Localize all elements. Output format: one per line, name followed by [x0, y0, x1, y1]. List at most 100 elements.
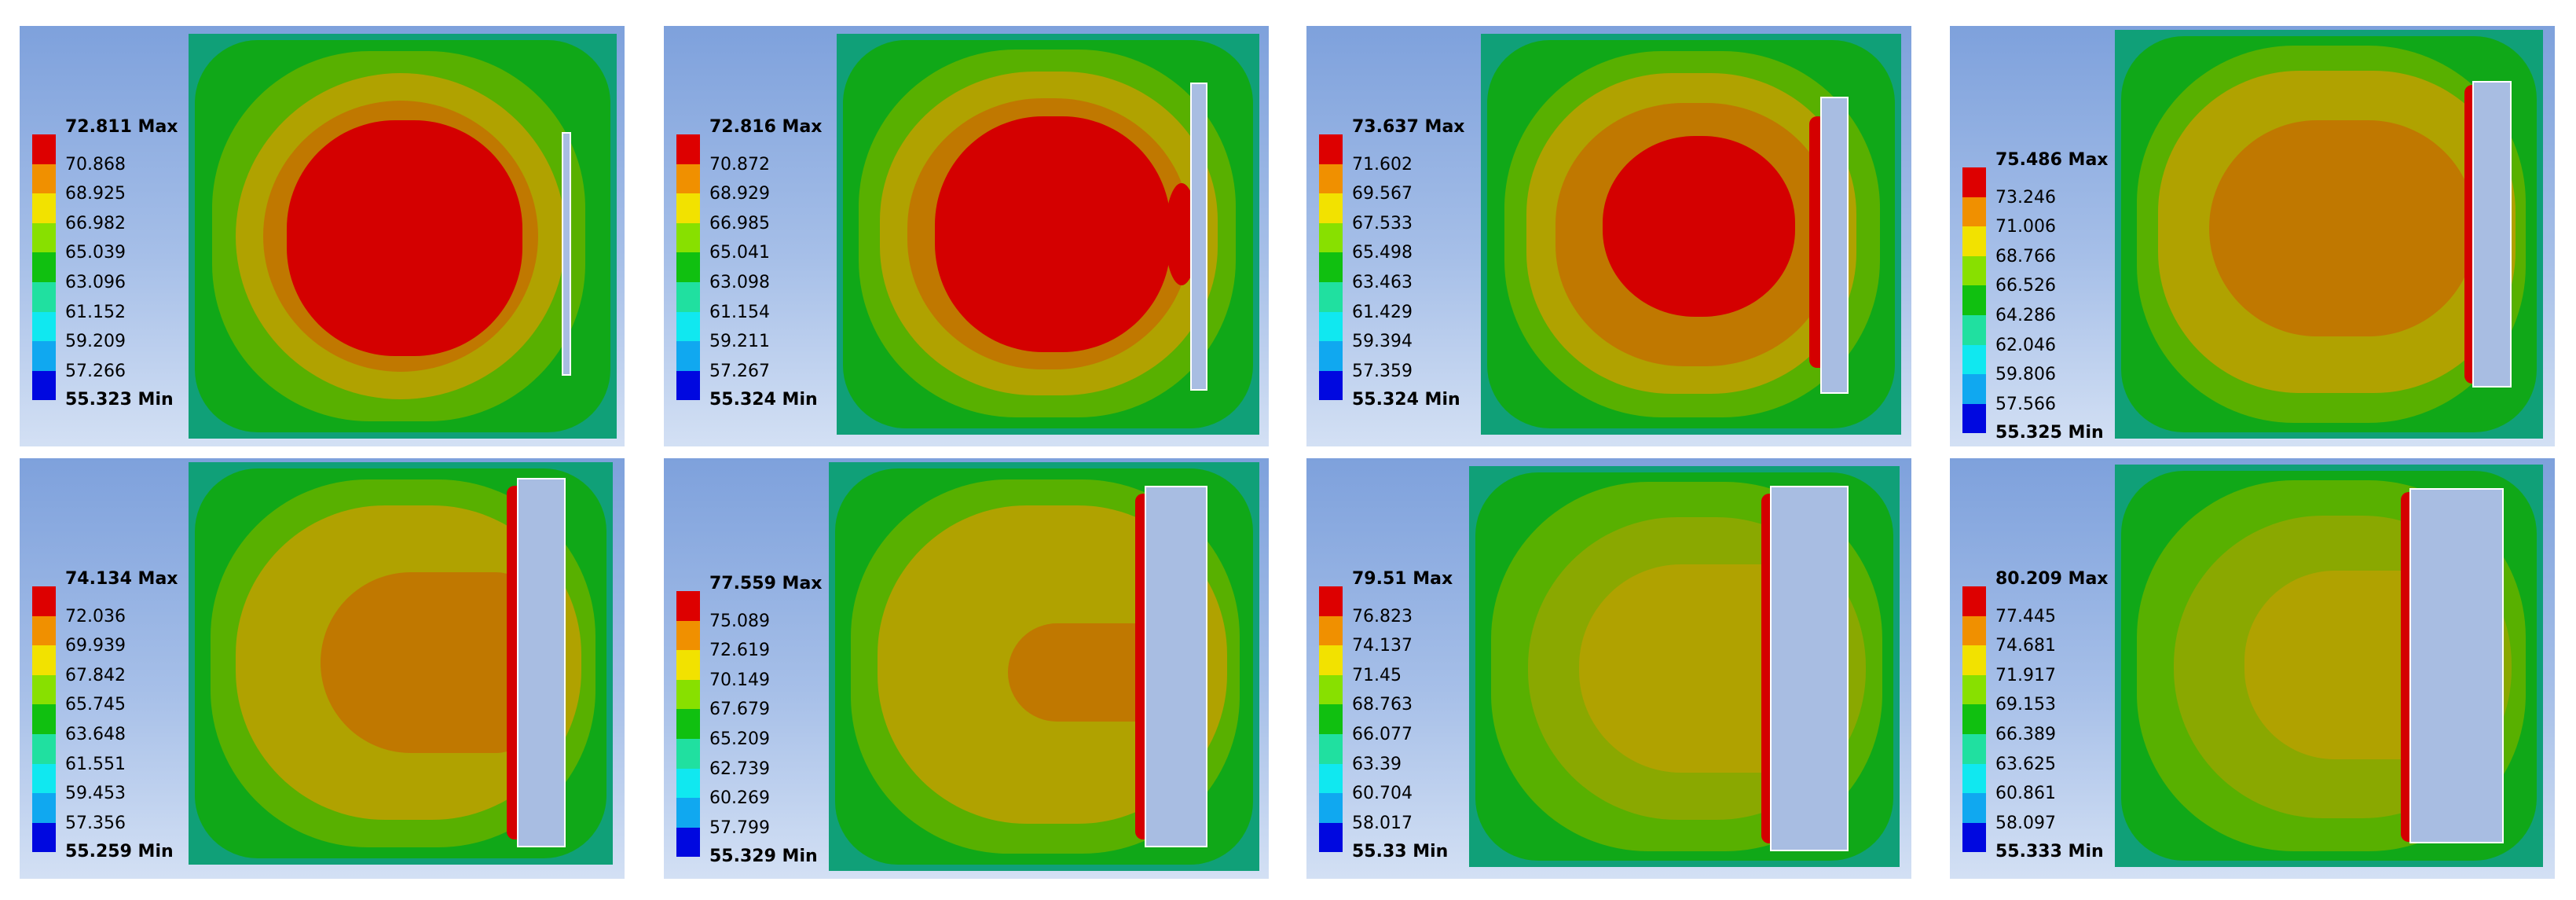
legend-value: 68.766	[1995, 246, 2056, 266]
legend-swatch-3	[1319, 645, 1343, 675]
legend-value: 60.704	[1352, 784, 1413, 804]
legend-swatch-1	[676, 134, 700, 164]
legend-swatch-4	[32, 674, 56, 705]
legend-value: 65.498	[1352, 243, 1413, 263]
contour-band	[287, 120, 522, 356]
legend-swatch-3	[676, 650, 700, 680]
contour-plot	[2115, 465, 2543, 867]
legend-swatch-6	[1319, 282, 1343, 312]
legend-value: 65.039	[65, 243, 126, 263]
legend-swatch-6	[1962, 734, 1986, 764]
plate	[1770, 486, 1849, 851]
legend-swatch-3	[1319, 193, 1343, 223]
legend-value: 74.681	[1995, 636, 2056, 656]
legend-max-label: 79.51 Max	[1352, 569, 1453, 589]
legend-swatch-3	[1962, 226, 1986, 256]
legend-value: 66.526	[1995, 276, 2056, 296]
legend-swatch-1	[1319, 586, 1343, 616]
legend-swatch-4	[1962, 674, 1986, 705]
contour-plot	[2115, 30, 2543, 439]
legend-value: 65.209	[709, 729, 770, 749]
legend-swatch-3	[32, 645, 56, 675]
contour-plot	[189, 34, 617, 439]
contour-band	[2209, 120, 2476, 336]
legend-value: 69.567	[1352, 184, 1413, 204]
legend-swatch-7	[1962, 344, 1986, 375]
legend-swatch-2	[32, 615, 56, 646]
contour-panel-2: 72.816 Max 70.872 68.929 66.985 65.041 6…	[664, 26, 1269, 446]
legend-swatch-6	[1962, 315, 1986, 345]
legend-swatch-2	[1962, 615, 1986, 646]
legend-swatch-9	[676, 370, 700, 401]
legend-swatch-5	[676, 252, 700, 282]
legend-value: 76.823	[1352, 606, 1413, 626]
legend-value: 58.097	[1995, 813, 2056, 833]
legend-value: 72.036	[65, 606, 126, 626]
legend-value: 59.394	[1352, 332, 1413, 352]
legend-swatch-5	[676, 709, 700, 739]
contour-panel-1: 72.811 Max 70.868 68.925 66.982 65.039 6…	[20, 26, 625, 446]
legend-min-label: 55.329 Min	[709, 846, 818, 866]
legend-value: 60.861	[1995, 784, 2056, 804]
legend-value: 66.985	[709, 213, 770, 233]
legend-value: 63.463	[1352, 273, 1413, 292]
legend-swatch-8	[676, 798, 700, 828]
plate	[1145, 486, 1207, 847]
legend-value: 71.006	[1995, 217, 2056, 237]
legend-value: 57.799	[709, 817, 770, 838]
legend-value: 57.266	[65, 361, 126, 381]
legend-value: 63.625	[1995, 754, 2056, 774]
legend-swatch-5	[32, 704, 56, 734]
legend-swatch-1	[676, 591, 700, 621]
legend-value: 61.154	[709, 302, 770, 322]
legend-value: 66.077	[1352, 725, 1413, 744]
legend-swatch-2	[32, 163, 56, 194]
contour-panel-8: 80.209 Max 77.445 74.681 71.917 69.153 6…	[1950, 458, 2555, 879]
legend-swatch-5	[1962, 285, 1986, 315]
legend-value: 71.45	[1352, 665, 1402, 685]
legend-value: 72.619	[709, 641, 770, 661]
legend-swatch-4	[1962, 255, 1986, 286]
plate	[2409, 488, 2504, 843]
legend-swatch-1	[32, 134, 56, 164]
legend-swatch-9	[32, 370, 56, 401]
legend-swatch-2	[1962, 197, 1986, 227]
legend-value: 63.648	[65, 725, 126, 744]
legend-swatch-3	[1962, 645, 1986, 675]
legend-swatch-7	[1319, 311, 1343, 342]
legend-value: 59.209	[65, 332, 126, 352]
legend-value: 57.566	[1995, 394, 2056, 414]
legend-swatch-9	[676, 827, 700, 858]
legend-value: 59.806	[1995, 365, 2056, 385]
legend-value: 68.763	[1352, 695, 1413, 715]
legend-value: 66.389	[1995, 725, 2056, 744]
legend-swatch-6	[32, 282, 56, 312]
legend-max-label: 75.486 Max	[1995, 150, 2109, 170]
legend-swatch-8	[32, 793, 56, 823]
legend-swatch-8	[1319, 793, 1343, 823]
contour-plot	[1469, 466, 1900, 867]
legend-swatch-1	[1962, 586, 1986, 616]
legend-value: 65.041	[709, 243, 770, 263]
legend-swatch-7	[676, 311, 700, 342]
legend-min-label: 55.333 Min	[1995, 841, 2104, 861]
plate	[517, 478, 566, 847]
legend-value: 68.929	[709, 184, 770, 204]
contour-panel-6: 77.559 Max 75.089 72.619 70.149 67.679 6…	[664, 458, 1269, 879]
legend-value: 70.872	[709, 154, 770, 174]
legend-min-label: 55.324 Min	[709, 389, 818, 410]
legend-swatch-9	[1319, 370, 1343, 401]
legend-swatch-4	[676, 679, 700, 710]
contour-panel-5: 74.134 Max 72.036 69.939 67.842 65.745 6…	[20, 458, 625, 879]
legend-swatch-8	[1962, 374, 1986, 404]
legend-swatch-6	[676, 282, 700, 312]
legend-max-label: 74.134 Max	[65, 569, 178, 589]
contour-band	[1603, 136, 1795, 317]
legend-max-label: 77.559 Max	[709, 574, 823, 593]
legend-value: 71.602	[1352, 154, 1413, 174]
legend-min-label: 55.259 Min	[65, 841, 174, 861]
legend-swatch-9	[1962, 403, 1986, 434]
legend-swatch-7	[676, 768, 700, 799]
legend-swatch-8	[1319, 341, 1343, 371]
legend-max-label: 73.637 Max	[1352, 117, 1465, 137]
